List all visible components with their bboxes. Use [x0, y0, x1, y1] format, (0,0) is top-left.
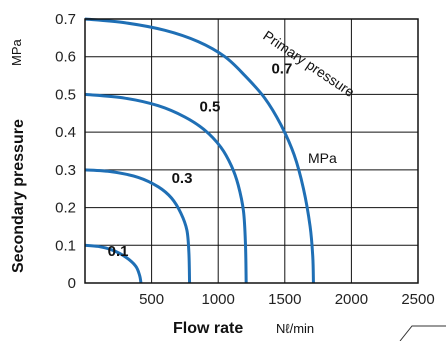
series-line-0-1 — [84, 243, 143, 284]
series-label-0-7: 0.7 — [271, 61, 292, 78]
y-tick-label: 0.6 — [55, 49, 76, 66]
series-label-0-1: 0.1 — [108, 243, 129, 260]
series-line-0-5 — [84, 92, 248, 284]
y-tick-label: 0.2 — [55, 200, 76, 217]
x-axis-unit: Nℓ/min — [276, 321, 314, 336]
x-tick-label: 2000 — [335, 291, 368, 308]
y-tick-label: 0.3 — [55, 162, 76, 179]
x-axis-title: Flow rate — [173, 320, 243, 337]
y-axis-unit: MPa — [9, 39, 24, 67]
y-tick-label: 0.5 — [55, 86, 76, 103]
primary-pressure-unit: MPa — [308, 150, 337, 166]
series-label-0-3: 0.3 — [172, 170, 193, 187]
y-tick-label: 0 — [68, 275, 76, 292]
x-tick-label: 1000 — [202, 291, 235, 308]
y-tick-label: 0.7 — [55, 11, 76, 28]
series-line-0-3 — [84, 168, 192, 284]
series-line-0-7 — [84, 17, 315, 284]
curve-labels: 0.1 0.3 0.5 0.7 — [108, 61, 293, 260]
pressure-curves — [84, 17, 315, 284]
x-tick-label: 1500 — [268, 291, 301, 308]
tick-labels: 0 0.1 0.2 0.3 0.4 0.5 0.6 0.7 500 1000 1500 2000 250… — [55, 11, 435, 308]
y-tick-label: 0.1 — [55, 237, 76, 254]
y-axis-title: Secondary pressure — [10, 119, 27, 273]
corner-decoration — [399, 325, 446, 341]
series-label-0-5: 0.5 — [200, 98, 221, 115]
x-tick-label: 2500 — [401, 291, 434, 308]
plot-frame — [84, 18, 419, 284]
y-tick-label: 0.4 — [55, 124, 76, 141]
grid-lines — [85, 19, 418, 283]
x-tick-label: 500 — [139, 291, 164, 308]
